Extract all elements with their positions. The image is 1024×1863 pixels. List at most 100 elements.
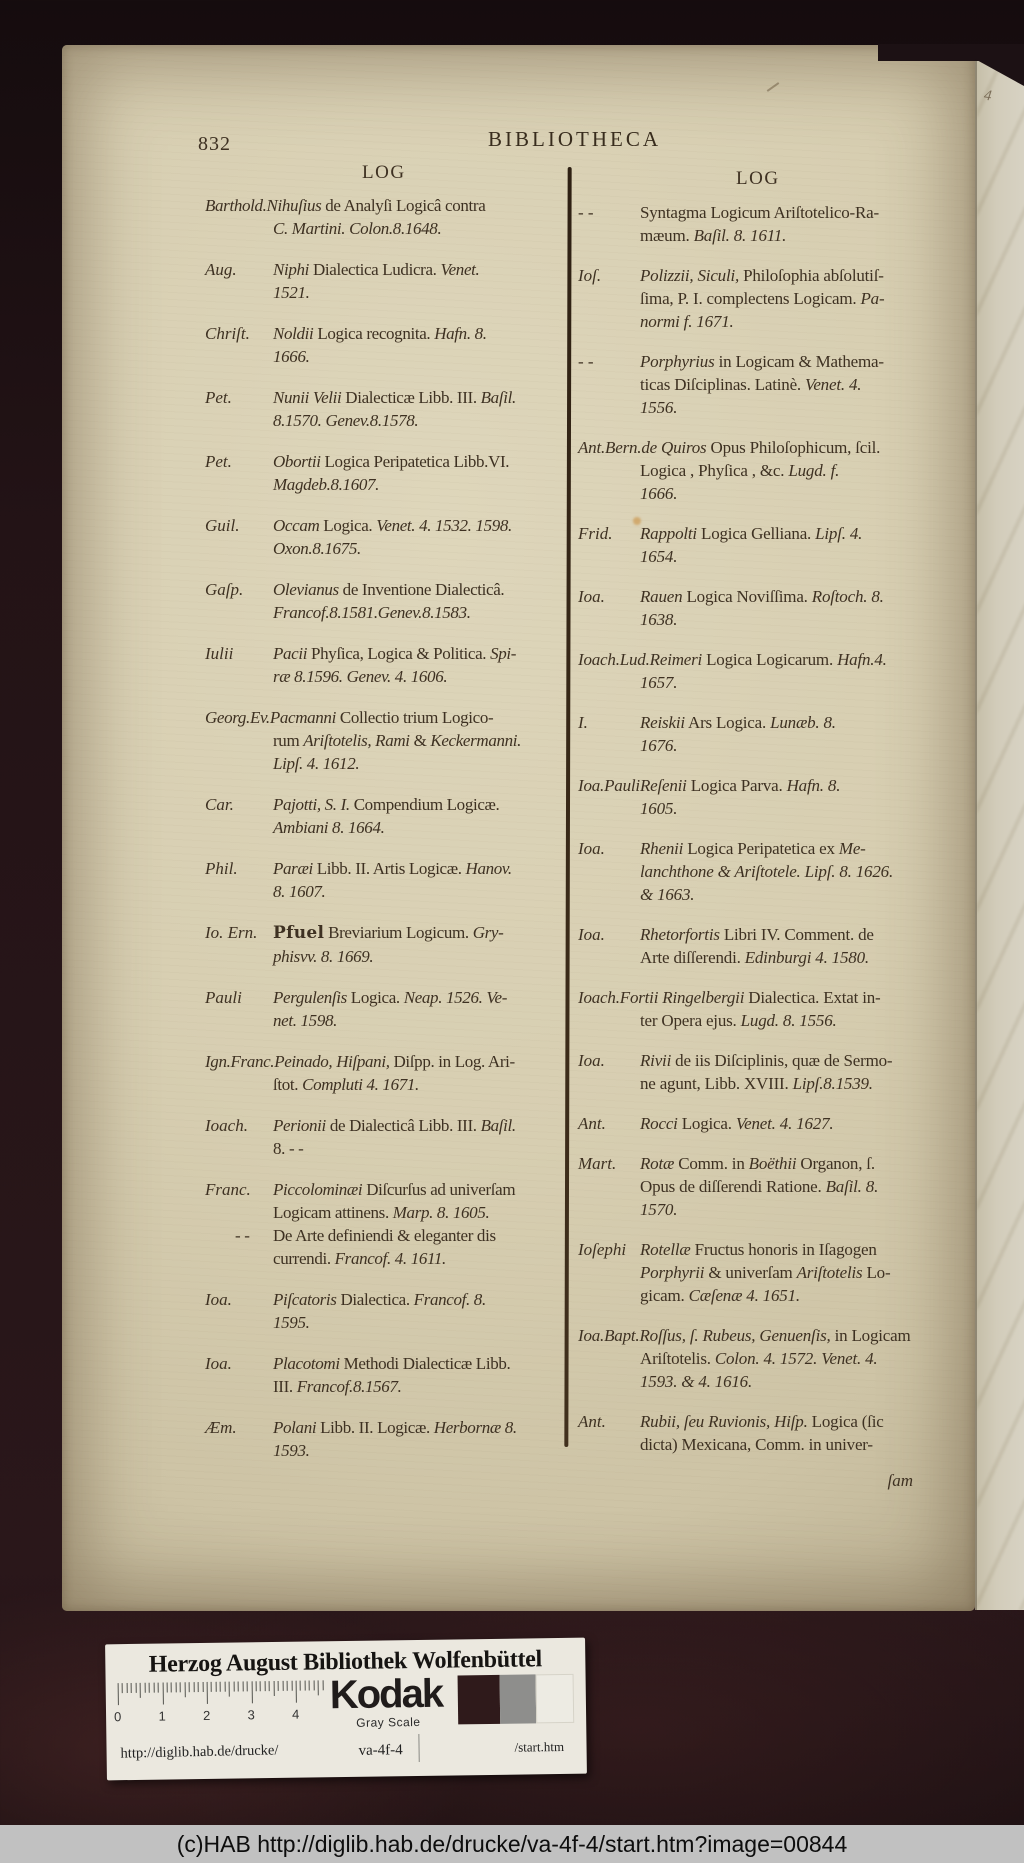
bibliography-entry: Iulii Pacii Phyſica, Logica & Politica. S… xyxy=(205,642,573,688)
entry-line: Rhenii Logica Peripatetica ex Me- xyxy=(640,839,866,858)
catchword: ſam xyxy=(887,1471,914,1490)
entry-author-label: Io. Ern. xyxy=(205,923,258,942)
right-column: - - Syntagma Logicum Ariſtotelico-Ra-mæum… xyxy=(578,201,975,1491)
entry-line: 1593. xyxy=(273,1441,310,1460)
entry-line: lanchthone & Ariſtotele. Lipſ. 8. 1626. xyxy=(640,862,894,881)
page-corner-shadow xyxy=(878,44,1024,61)
entry-author-label: Ioa. xyxy=(205,1354,232,1373)
bibliography-entry: Barthold.Nihuſius de Analyſi Logicâ cont… xyxy=(205,194,573,240)
entry-author-label: Ioach. xyxy=(205,1116,248,1135)
entry-line: phisvv. 8. 1669. xyxy=(273,947,374,966)
kodak-logo: Kodak xyxy=(329,1671,443,1718)
entry-line: 8.1570. Genev.8.1578. xyxy=(273,411,419,430)
ruler-number: 0 xyxy=(113,1709,122,1725)
entry-line: mæum. Baſil. 8. 1611. xyxy=(640,226,787,245)
entry-line: Syntagma Logicum Ariſtotelico-Ra- xyxy=(640,203,879,222)
bibliography-entry: - - Syntagma Logicum Ariſtotelico-Ra-mæum… xyxy=(578,201,975,247)
bibliography-entry: Æm. Polani Libb. II. Logicæ. Herbornæ 8. 1… xyxy=(205,1416,573,1462)
card-shelfmark: va-4f-4 xyxy=(358,1742,403,1759)
card-url-suffix: /start.htm xyxy=(514,1738,565,1755)
entry-line: Pacii Phyſica, Logica & Politica. Spi- xyxy=(273,644,517,663)
entry-author-label: Ioa. xyxy=(578,1051,605,1070)
entry-line: 1570. xyxy=(640,1200,678,1219)
entry-line: 1666. xyxy=(640,484,678,503)
entry-author-label: Ioa. xyxy=(205,1290,232,1309)
bibliography-entry: Pauli Pergulenſis Logica. Neap. 1526. Ve-… xyxy=(205,986,573,1032)
bibliography-entry: Ioach.Lud.Reimeri Logica Logicarum. Hafn… xyxy=(578,648,975,694)
entry-line: Obortii Logica Peripatetica Libb.VI. xyxy=(273,452,510,471)
bibliography-entry: Georg.Ev.Pacmanni Collectio trium Logico… xyxy=(205,706,573,775)
bibliography-entry: Car. Pajotti, S. I. Compendium Logicæ. Amb… xyxy=(205,793,573,839)
entry-line: Piccolominæi Diſcurſus ad univerſam xyxy=(273,1180,516,1199)
entry-author-label: Pauli xyxy=(205,988,242,1007)
bibliography-entry: Ioa. Rhenii Logica Peripatetica ex Me-lan… xyxy=(578,837,975,906)
entry-line: Ioach.Lud.Reimeri Logica Logicarum. Hafn… xyxy=(578,650,887,669)
entry-line: normi f. 1671. xyxy=(640,312,734,331)
entry-line: 1676. xyxy=(640,736,678,755)
entry-author-label: Ioſ. xyxy=(578,266,602,285)
entry-line: dicta) Mexicana, Comm. in univer- xyxy=(640,1435,873,1454)
entry-author-label: Ioa. xyxy=(578,925,605,944)
entry-author-label: Pet. xyxy=(205,388,232,407)
entry-author-label: Pet. xyxy=(205,452,232,471)
entry-line: Barthold.Nihuſius de Analyſi Logicâ cont… xyxy=(205,196,486,215)
entry-author-label: Ant. xyxy=(578,1412,606,1431)
bibliography-entry: Ioach.Fortii Ringelbergii Dialectica. Ex… xyxy=(578,986,975,1032)
entry-author-label: Ant. xyxy=(578,1114,606,1133)
entry-line: 1638. xyxy=(640,610,678,629)
entry-line: Polizzii, Siculi, Philoſophia abſolutiſ- xyxy=(640,266,884,285)
entry-line: Opus de diſſerendi Ratione. Baſil. 8. xyxy=(640,1177,879,1196)
patch-white xyxy=(535,1673,575,1724)
entry-line: Lipſ. 4. 1612. xyxy=(273,754,360,773)
bibliography-entry: Ign.Franc.Peinado, Hiſpani, Diſpp. in Lo… xyxy=(205,1050,573,1096)
entry-line: C. Martini. Colon.8.1648. xyxy=(273,219,442,238)
entry-line: Rhetorfortis Libri IV. Comment. de xyxy=(640,925,874,944)
entry-line: 1521. xyxy=(273,283,310,302)
entry-line: ne agunt, Libb. XVIII. Lipſ.8.1539. xyxy=(640,1074,873,1093)
entry-line: Francof.8.1581.Genev.8.1583. xyxy=(273,603,471,622)
bibliography-entry: - - Porphyrius in Logicam & Mathema-ticas… xyxy=(578,350,975,419)
entry-line: 1605. xyxy=(640,799,678,818)
entry-author-label: Gaſp. xyxy=(205,580,244,599)
bibliography-entry: Pet. Obortii Logica Peripatetica Libb.VI.… xyxy=(205,450,573,496)
scanned-page xyxy=(62,45,975,1611)
entry-line: Pfuel Breviarium Logicum. Gry- xyxy=(273,923,504,943)
entry-line: Reiskii Ars Logica. Lunæb. 8. xyxy=(640,713,836,732)
bibliography-entry: Frid. Rappolti Logica Gelliana. Lipſ. 4. 1… xyxy=(578,522,975,568)
bibliography-entry: Ioach. Perionii de Dialecticâ Libb. III. … xyxy=(205,1114,573,1160)
bibliography-entry: Ioa. Rauen Logica Noviſſima. Roſtoch. 8. 1… xyxy=(578,585,975,631)
entry-line: Nunii Velii Dialecticæ Libb. III. Baſil. xyxy=(273,388,516,407)
entry-line: Rotellæ Fructus honoris in Iſagogen xyxy=(640,1240,877,1259)
entry-author-label: Mart. xyxy=(578,1154,617,1173)
entry-line: Ioa.Bapt.Roſſus, ſ. Rubeus, Genuenſis, i… xyxy=(578,1326,911,1345)
bibliography-entry: Ioa. Placotomi Methodi Dialecticæ Libb. II… xyxy=(205,1352,573,1398)
column-heading-left: LOG xyxy=(362,162,406,183)
entry-line: Occam Logica. Venet. 4. 1532. 1598. xyxy=(273,516,512,535)
caption-bar: (c)HAB http://diglib.hab.de/drucke/va-4f… xyxy=(0,1825,1024,1863)
entry-author-label: Æm. xyxy=(205,1418,237,1437)
entry-line: 1666. xyxy=(273,347,310,366)
entry-line: Noldii Logica recognita. Hafn. 8. xyxy=(273,324,487,343)
bibliography-entry: Ioa.Bapt.Roſſus, ſ. Rubeus, Genuenſis, i… xyxy=(578,1324,975,1393)
entry-line: III. Francof.8.1567. xyxy=(273,1377,402,1396)
entry-line: ter Opera ejus. Lugd. 8. 1556. xyxy=(640,1011,837,1030)
bibliography-entry: Ioa. Piſcatoris Dialectica. Francof. 8. 15… xyxy=(205,1288,573,1334)
entry-line: currendi. Francof. 4. 1611. xyxy=(273,1249,446,1268)
entry-line: 1556. xyxy=(640,398,678,417)
entry-line: Rotæ Comm. in Boëthii Organon, ſ. xyxy=(640,1154,875,1173)
bibliography-entry: Aug. Niphi Dialectica Ludicra. Venet. 1521… xyxy=(205,258,573,304)
bibliography-entry: Ioa. Rhetorfortis Libri IV. Comment. de Ar… xyxy=(578,923,975,969)
bibliography-entry: Ioa. Rivii de iis Diſciplinis, quæ de Ser… xyxy=(578,1049,975,1095)
entry-author-label: Ioa. xyxy=(578,587,605,606)
entry-author-label: Car. xyxy=(205,795,234,814)
entry-author-label: Franc. xyxy=(205,1180,251,1199)
entry-line: Rivii de iis Diſciplinis, quæ de Sermo- xyxy=(640,1051,893,1070)
entry-author-label: Ioſephi xyxy=(578,1240,627,1259)
left-column: Barthold.Nihuſius de Analyſi Logicâ cont… xyxy=(205,194,573,1480)
entry-line: Ign.Franc.Peinado, Hiſpani, Diſpp. in Lo… xyxy=(205,1052,515,1071)
entry-author-label: - - xyxy=(578,203,594,222)
entry-line: Georg.Ev.Pacmanni Collectio trium Logico… xyxy=(205,708,494,727)
next-page-edge xyxy=(975,57,1024,1610)
entry-line: Perionii de Dialecticâ Libb. III. Baſil. xyxy=(273,1116,516,1135)
